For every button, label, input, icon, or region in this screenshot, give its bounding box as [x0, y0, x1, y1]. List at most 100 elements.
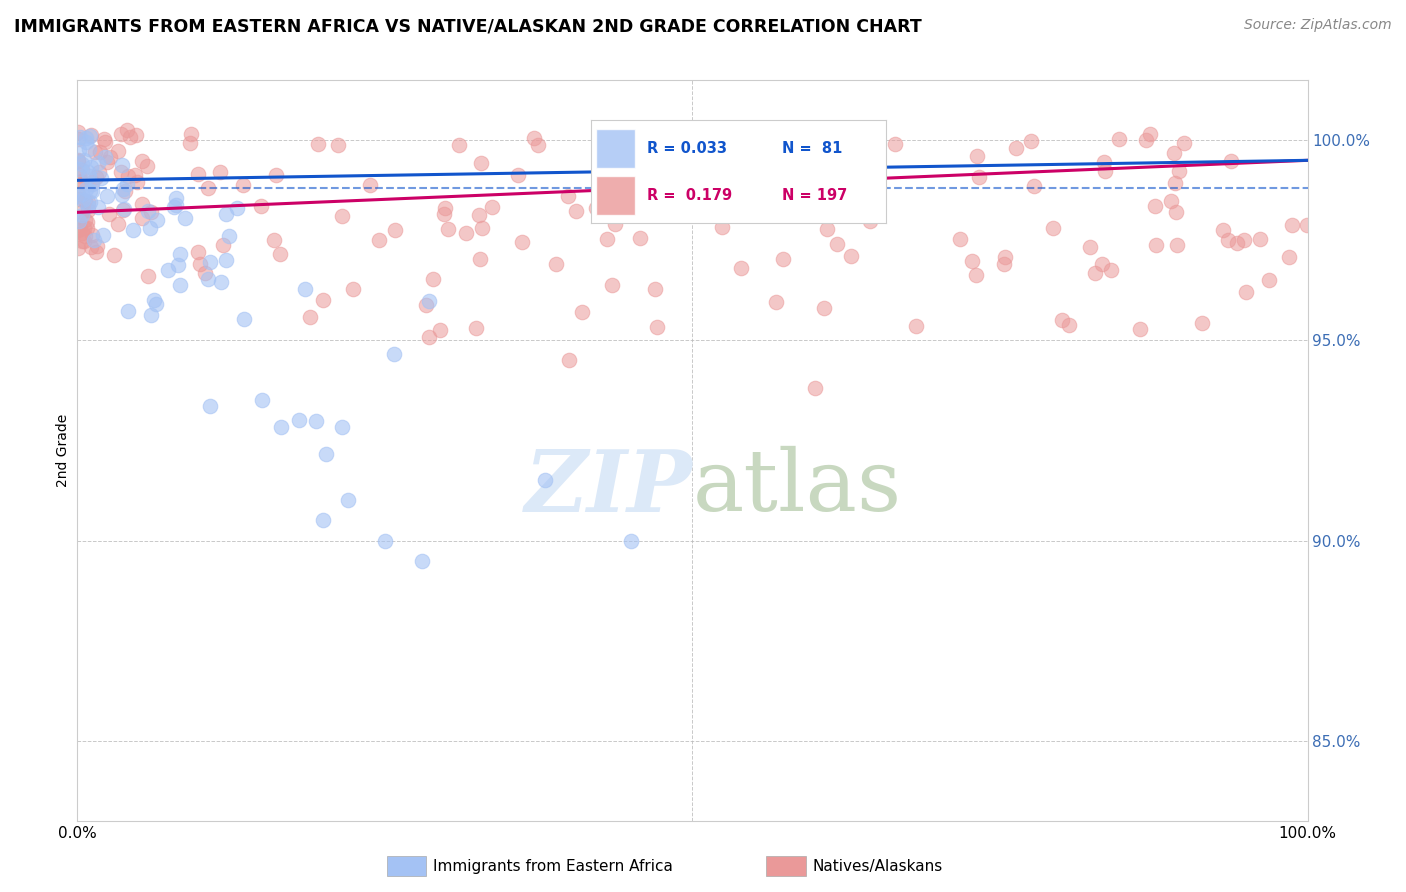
- Point: [69, 220, 91, 235]
- Point: [993, 257, 1015, 271]
- Point: [70, 187, 93, 202]
- Point: [70, 226, 93, 240]
- Point: [1257, 273, 1279, 287]
- Point: [142, 293, 165, 307]
- Point: [367, 233, 389, 247]
- Point: [115, 177, 138, 191]
- Point: [471, 220, 494, 235]
- Point: [644, 202, 666, 216]
- Point: [765, 295, 787, 310]
- Point: [96, 188, 118, 202]
- Point: [565, 203, 588, 218]
- Text: Immigrants from Eastern Africa: Immigrants from Eastern Africa: [433, 859, 673, 873]
- Point: [124, 168, 146, 182]
- Point: [315, 447, 337, 461]
- Point: [169, 278, 191, 293]
- Point: [98, 150, 121, 164]
- Point: [75, 212, 97, 227]
- Point: [215, 253, 238, 268]
- Point: [112, 202, 135, 216]
- Point: [121, 223, 143, 237]
- Point: [232, 178, 254, 192]
- Point: [337, 493, 360, 508]
- Point: [97, 206, 120, 220]
- Point: [294, 282, 316, 296]
- Point: [70, 234, 93, 248]
- Point: [962, 253, 984, 268]
- Point: [120, 129, 142, 144]
- Text: R = 0.033: R = 0.033: [647, 141, 727, 155]
- Point: [77, 169, 100, 184]
- Point: [75, 131, 97, 145]
- Point: [77, 194, 100, 209]
- Text: Source: ZipAtlas.com: Source: ZipAtlas.com: [1244, 18, 1392, 32]
- Point: [87, 200, 110, 214]
- Point: [79, 184, 101, 198]
- Point: [697, 173, 720, 187]
- Point: [66, 153, 89, 167]
- Point: [433, 207, 456, 221]
- Point: [884, 136, 907, 151]
- Point: [187, 244, 209, 259]
- Point: [70, 204, 93, 219]
- Point: [80, 227, 103, 242]
- Point: [66, 125, 89, 139]
- Point: [1144, 238, 1167, 252]
- Point: [84, 170, 107, 185]
- Point: [208, 164, 231, 178]
- Point: [139, 221, 162, 235]
- Point: [1164, 205, 1187, 219]
- Point: [1143, 199, 1166, 213]
- Point: [79, 129, 101, 144]
- Point: [858, 214, 880, 228]
- Point: [165, 191, 187, 205]
- Point: [107, 217, 129, 231]
- Point: [66, 131, 89, 145]
- Point: [139, 205, 162, 219]
- Point: [1042, 221, 1064, 235]
- Point: [1129, 322, 1152, 336]
- Point: [1216, 233, 1239, 247]
- Point: [75, 182, 97, 196]
- Point: [212, 237, 235, 252]
- Point: [429, 323, 451, 337]
- Point: [1233, 233, 1256, 247]
- Point: [330, 419, 353, 434]
- Point: [603, 218, 626, 232]
- Point: [839, 249, 862, 263]
- Point: [117, 303, 139, 318]
- Point: [80, 128, 103, 143]
- Point: [107, 144, 129, 158]
- Point: [117, 169, 139, 184]
- Point: [464, 321, 486, 335]
- Point: [718, 203, 741, 218]
- Point: [1281, 219, 1303, 233]
- Point: [730, 261, 752, 276]
- Point: [67, 168, 90, 182]
- Point: [198, 399, 221, 413]
- Point: [67, 222, 90, 236]
- Point: [422, 272, 444, 286]
- Point: [72, 162, 94, 177]
- Point: [232, 312, 254, 326]
- Point: [67, 241, 90, 255]
- Point: [187, 167, 209, 181]
- Text: ZIP: ZIP: [524, 446, 693, 529]
- Point: [263, 233, 285, 247]
- Text: atlas: atlas: [693, 446, 901, 529]
- Point: [70, 174, 93, 188]
- Point: [77, 202, 100, 217]
- Point: [72, 153, 94, 168]
- Point: [949, 232, 972, 246]
- Point: [813, 301, 835, 315]
- Text: N = 197: N = 197: [782, 188, 848, 202]
- Point: [342, 282, 364, 296]
- Point: [305, 414, 328, 428]
- Point: [94, 135, 117, 149]
- Point: [1024, 179, 1046, 194]
- Point: [75, 228, 97, 243]
- Point: [115, 123, 138, 137]
- Point: [225, 201, 247, 215]
- Point: [84, 245, 107, 260]
- Point: [1220, 153, 1243, 168]
